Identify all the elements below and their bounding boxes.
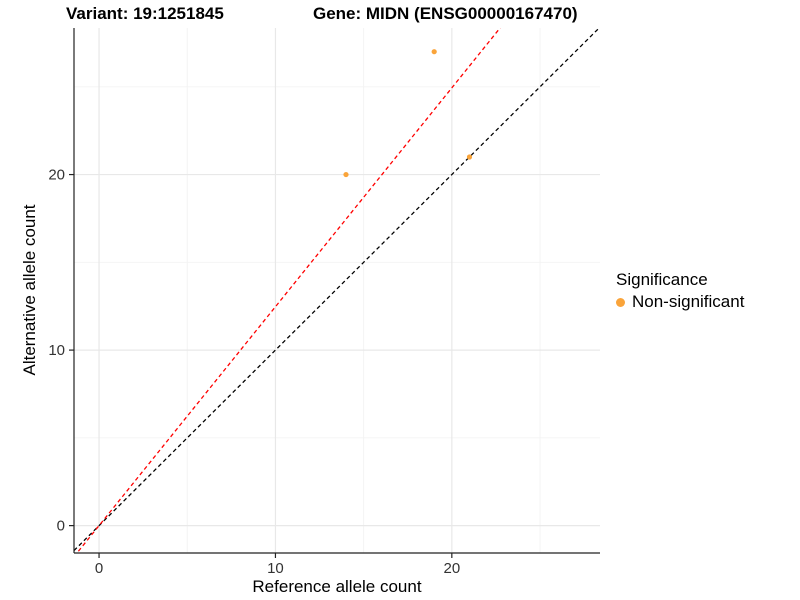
data-point <box>431 49 437 55</box>
y-tick-label: 0 <box>57 518 65 535</box>
x-tick-label: 10 <box>267 560 284 577</box>
plot-title-variant: Variant: 19:1251845 <box>66 4 224 23</box>
plot-panel <box>74 28 600 553</box>
x-tick-label: 20 <box>443 560 460 577</box>
identity-line <box>74 28 600 552</box>
plot-title-gene: Gene: MIDN (ENSG00000167470) <box>313 4 578 23</box>
legend-title: Significance <box>616 270 708 289</box>
y-tick-label: 10 <box>48 342 65 359</box>
data-point <box>343 171 349 178</box>
y-axis-label: Alternative allele count <box>20 204 39 376</box>
legend-item-non-significant: Non-significant <box>616 292 744 312</box>
legend-point-icon <box>616 297 625 307</box>
legend-item-label: Non-significant <box>632 292 745 311</box>
x-tick-label: 0 <box>95 560 103 577</box>
data-point <box>466 154 473 160</box>
legend: Significance Non-significant <box>616 270 744 312</box>
y-tick-label: 20 <box>48 167 65 184</box>
x-axis-label: Reference allele count <box>252 577 422 596</box>
